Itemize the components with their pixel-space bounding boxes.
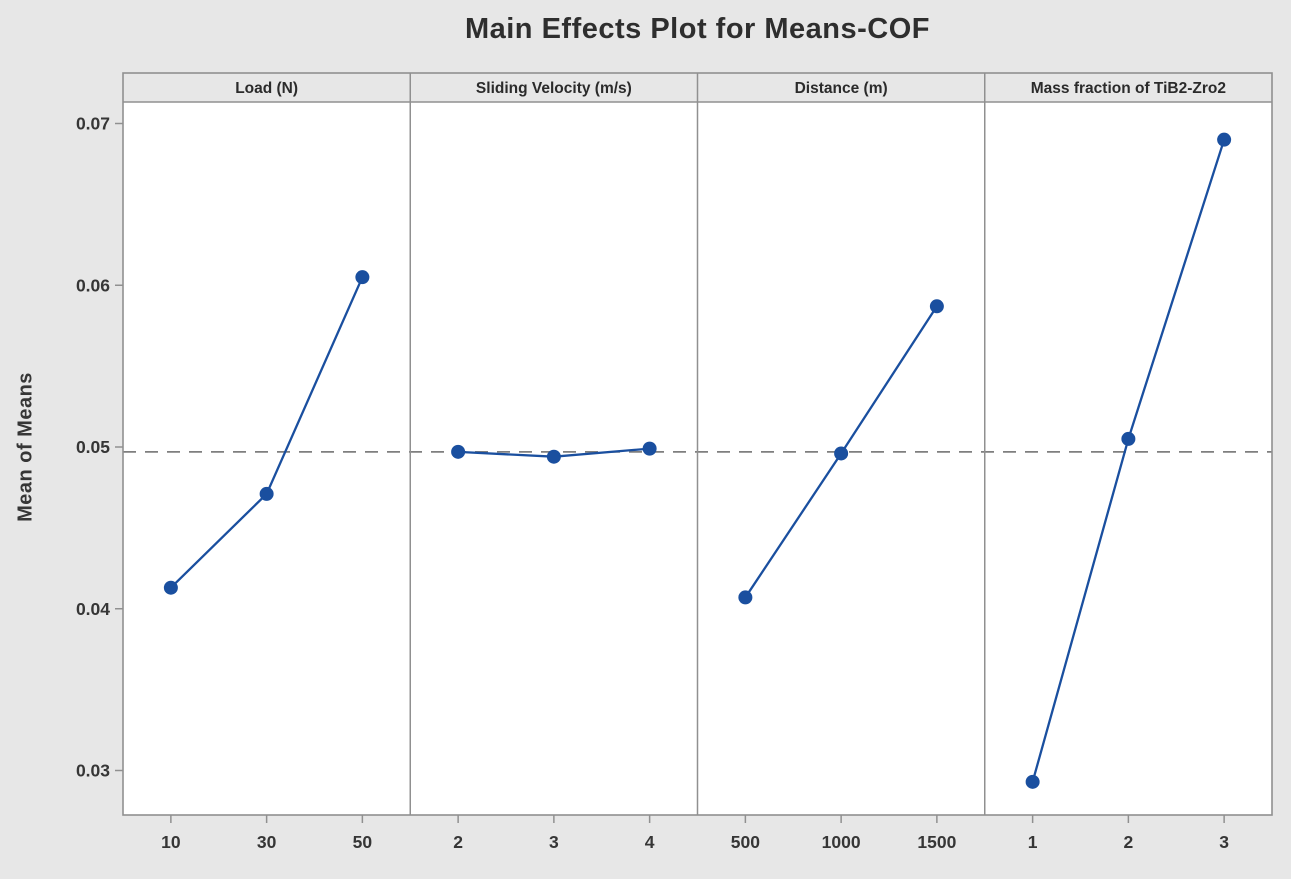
y-axis-tick-label: 0.07	[76, 114, 110, 134]
x-axis-tick-label: 30	[257, 832, 277, 852]
panel-header: Sliding Velocity (m/s)	[476, 80, 632, 97]
data-point	[163, 580, 178, 595]
x-axis-tick-label: 2	[453, 832, 463, 852]
panel-header: Distance (m)	[795, 80, 888, 97]
data-point	[546, 449, 561, 464]
data-point	[929, 299, 944, 314]
data-point	[1217, 132, 1232, 147]
y-axis-tick-label: 0.03	[76, 761, 110, 781]
y-axis-tick-label: 0.05	[76, 437, 110, 457]
data-point	[451, 444, 466, 459]
x-axis-tick-label: 3	[549, 832, 559, 852]
x-axis-tick-label: 50	[353, 832, 373, 852]
data-point	[738, 590, 753, 605]
data-point	[642, 441, 657, 456]
x-axis-tick-label: 1000	[822, 832, 861, 852]
data-point	[259, 486, 274, 501]
data-point	[355, 270, 370, 285]
plot-border	[122, 72, 1273, 816]
y-axis-tick-label: 0.06	[76, 275, 110, 295]
x-axis-tick-label: 2	[1124, 832, 1134, 852]
x-axis-tick-label: 1	[1028, 832, 1038, 852]
panel-header: Load (N)	[235, 80, 298, 97]
x-axis-tick-label: 1500	[917, 832, 956, 852]
x-axis-tick-label: 4	[645, 832, 655, 852]
x-axis-tick-label: 10	[161, 832, 181, 852]
data-point	[1025, 774, 1040, 789]
data-point	[834, 446, 849, 461]
panel-header: Mass fraction of TiB2-Zro2	[1031, 80, 1226, 97]
y-axis-tick-label: 0.04	[76, 599, 110, 619]
x-axis-tick-label: 3	[1219, 832, 1229, 852]
data-point	[1121, 431, 1136, 446]
x-axis-tick-label: 500	[731, 832, 760, 852]
chart-title: Main Effects Plot for Means-COF	[464, 13, 931, 45]
